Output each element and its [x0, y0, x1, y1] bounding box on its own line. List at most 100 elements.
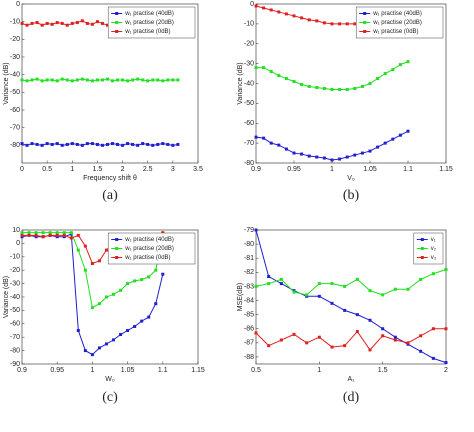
point — [322, 156, 326, 160]
point — [292, 332, 296, 336]
point — [338, 22, 342, 26]
point — [156, 78, 160, 82]
point — [355, 330, 359, 334]
y-tick-label: -86 — [244, 326, 254, 333]
legend-marker — [420, 256, 424, 259]
x-tick-label: 1 — [330, 166, 334, 173]
legend-marker — [115, 21, 119, 24]
point — [267, 344, 271, 348]
point — [254, 135, 258, 139]
point — [151, 143, 155, 147]
point — [355, 277, 359, 281]
point — [381, 334, 385, 338]
point — [62, 233, 66, 237]
y-tick-label: -83 — [244, 283, 254, 290]
point — [406, 60, 410, 64]
point — [393, 287, 397, 291]
y-tick-label: -30 — [10, 54, 20, 61]
point — [355, 313, 359, 317]
point — [146, 142, 150, 146]
y-tick-label: -20 — [10, 267, 20, 274]
point — [147, 275, 151, 279]
point — [80, 19, 84, 23]
point — [69, 236, 73, 240]
point — [269, 141, 273, 145]
point — [338, 157, 342, 161]
point — [254, 284, 258, 288]
legend-marker — [115, 238, 119, 241]
y-tick-label: -40 — [10, 72, 20, 79]
point — [90, 22, 94, 26]
point — [381, 293, 385, 297]
y-tick-label: -50 — [244, 100, 254, 107]
x-axis-label: A₁ — [347, 376, 355, 383]
point — [330, 158, 334, 162]
point — [284, 77, 288, 81]
point — [345, 155, 349, 159]
point — [105, 23, 109, 27]
point — [70, 142, 74, 146]
x-tick-label: 1.1 — [403, 166, 413, 173]
point — [398, 133, 402, 137]
point — [35, 142, 39, 146]
point — [254, 331, 258, 335]
point — [368, 318, 372, 322]
y-tick-label: -70 — [10, 334, 20, 341]
y-axis-label: Variance (dB) — [3, 62, 10, 104]
point — [154, 268, 158, 272]
point — [171, 78, 175, 82]
y-tick-label: -90 — [10, 361, 20, 368]
point — [277, 143, 281, 147]
point — [292, 14, 296, 18]
point — [254, 66, 258, 70]
point — [60, 21, 64, 25]
y-tick-label: 0 — [16, 1, 20, 8]
point — [41, 231, 45, 235]
point — [83, 244, 87, 248]
point — [146, 79, 150, 83]
legend-box — [413, 232, 444, 265]
point — [368, 348, 372, 352]
legend-marker — [420, 238, 424, 241]
point — [419, 349, 423, 353]
point — [307, 154, 311, 158]
point — [90, 79, 94, 83]
legend-label: w₁ practise (0dB) — [124, 29, 170, 35]
point — [45, 142, 49, 146]
point — [34, 231, 38, 235]
point — [161, 79, 165, 83]
point — [151, 78, 155, 82]
point — [40, 79, 44, 83]
point — [85, 78, 89, 82]
point — [360, 84, 364, 88]
legend-marker — [363, 30, 367, 33]
legend-label: w₁ practise (0dB) — [124, 255, 170, 261]
y-tick-label: -40 — [244, 80, 254, 87]
y-tick-label: -10 — [10, 254, 20, 261]
point — [315, 19, 319, 23]
point — [27, 233, 31, 237]
point — [100, 78, 104, 82]
point — [76, 248, 80, 252]
point — [317, 294, 321, 298]
point — [147, 315, 151, 319]
point — [90, 262, 94, 265]
point — [133, 324, 137, 328]
point — [70, 21, 74, 25]
point — [315, 85, 319, 89]
point — [284, 12, 288, 16]
point — [83, 349, 87, 353]
x-tick-label: 1 — [70, 166, 74, 173]
point — [95, 142, 99, 146]
point — [126, 282, 130, 286]
point — [90, 306, 94, 310]
point — [105, 77, 109, 81]
point — [133, 279, 137, 283]
point — [267, 282, 271, 286]
point — [76, 329, 80, 332]
point — [343, 284, 347, 288]
point — [176, 142, 180, 146]
point — [338, 87, 342, 91]
point — [353, 86, 357, 90]
legend-label: w₁ practise (40dB) — [124, 237, 174, 243]
